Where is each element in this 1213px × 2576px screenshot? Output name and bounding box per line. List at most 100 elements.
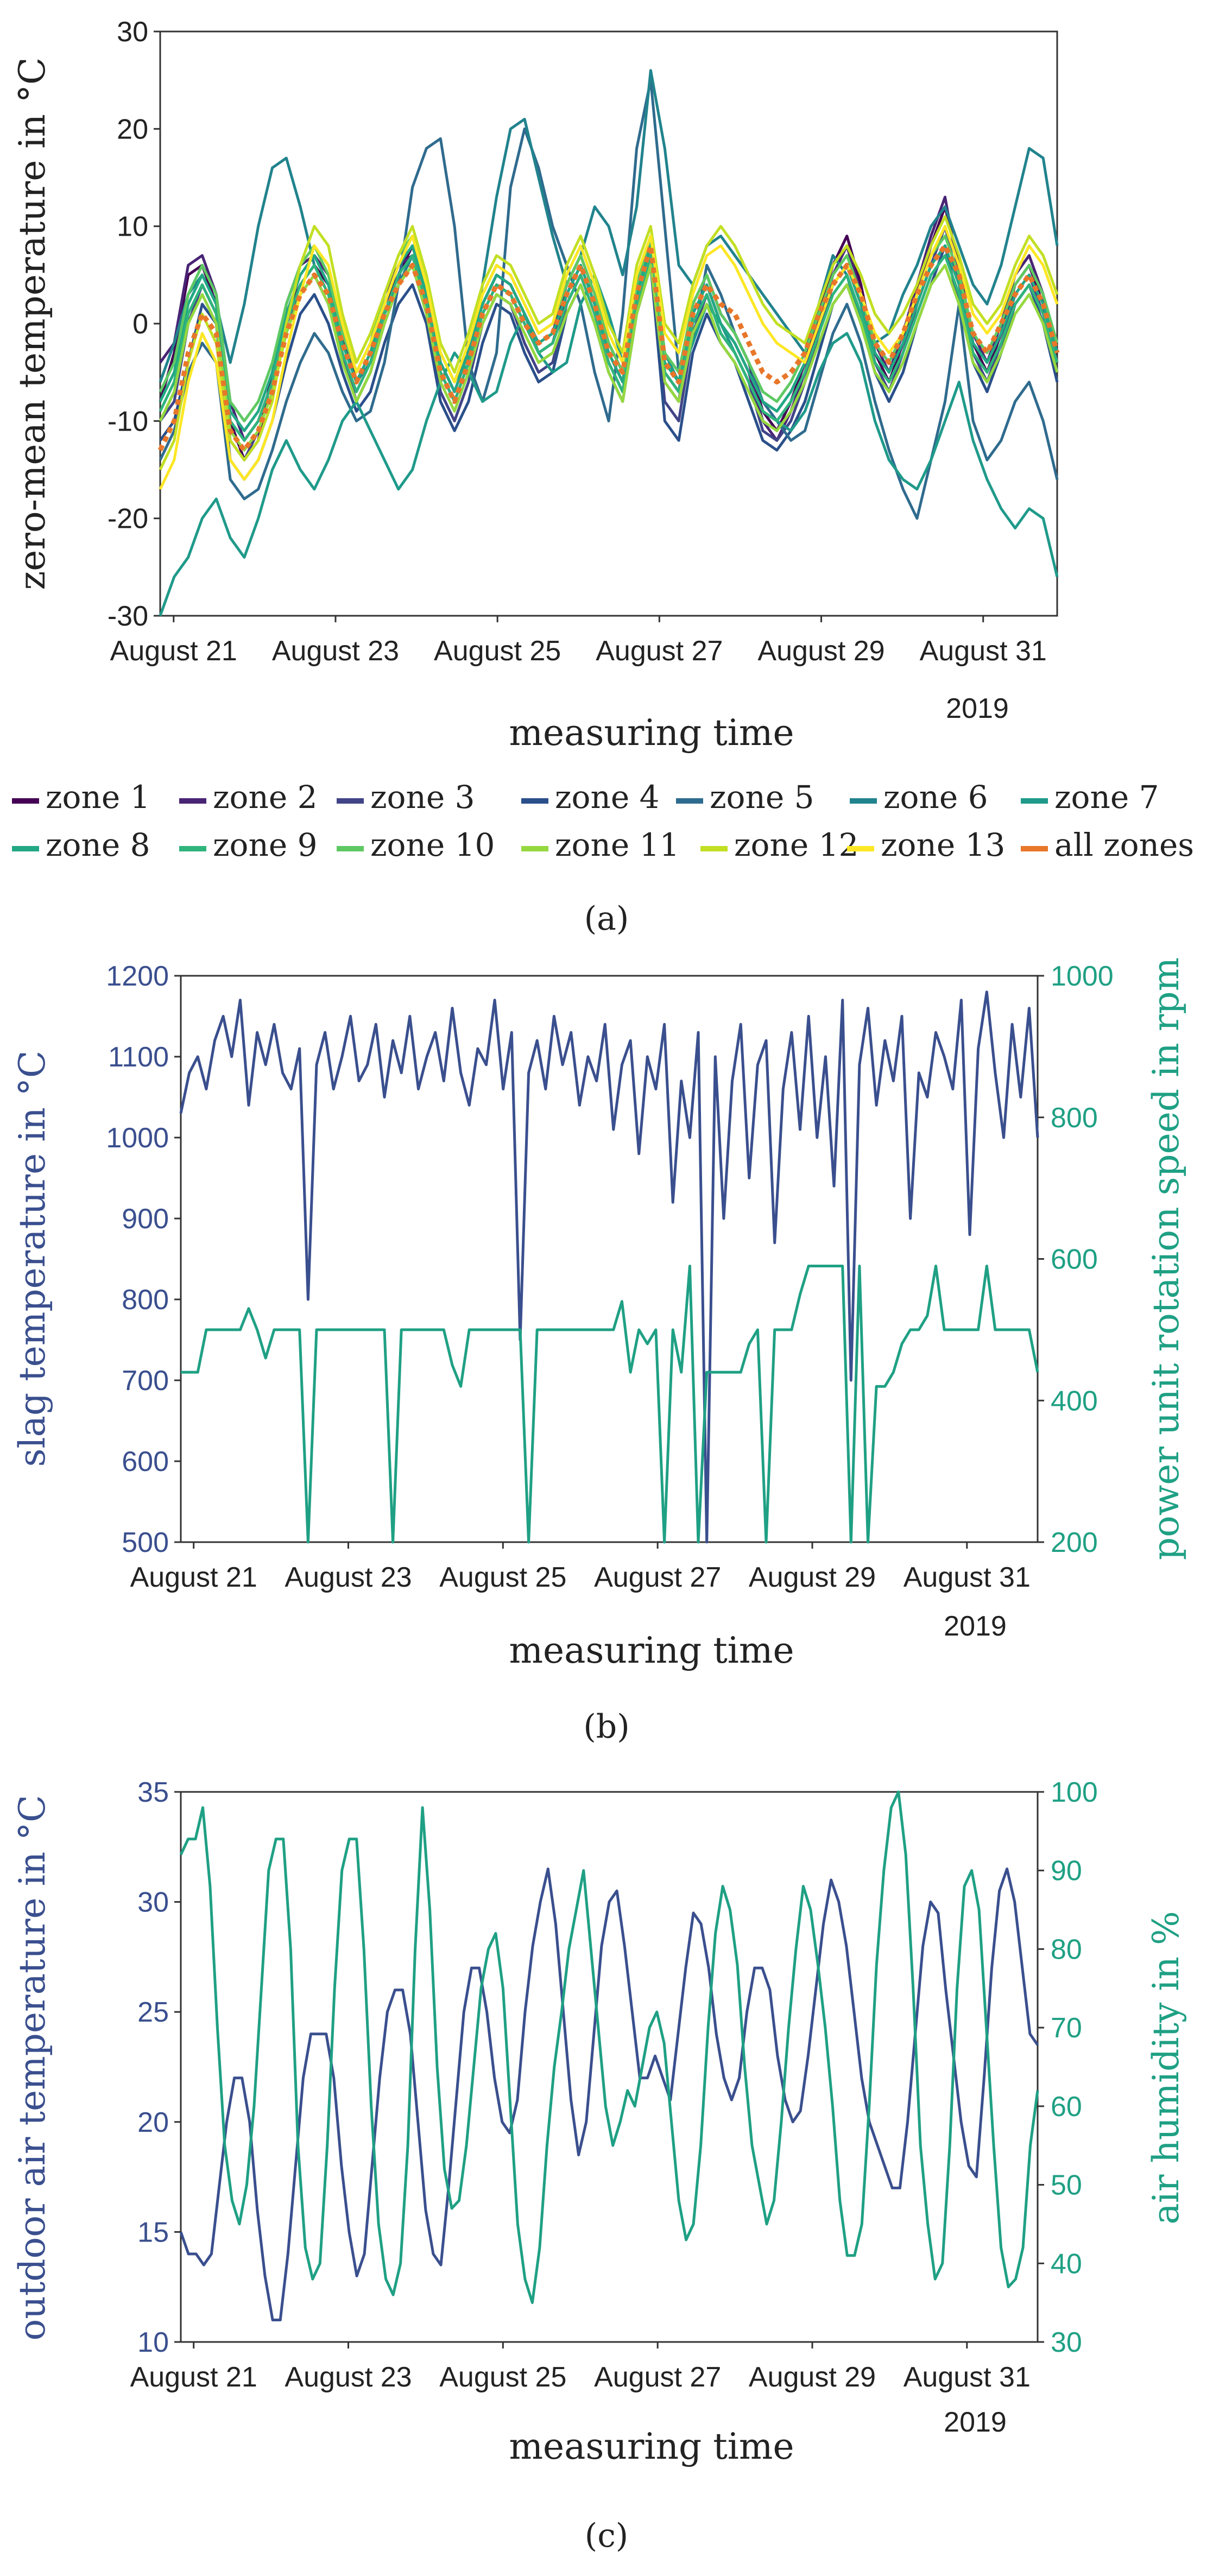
legend-swatch-13 [1021, 846, 1048, 851]
c-series-line-0 [179, 1867, 1039, 2321]
panel-c-x-axis-title: measuring time [509, 2426, 794, 2467]
panel-c: 10 15 20 25 30 35 30 40 50 60 70 80 90 100 August 21… [11, 1777, 1187, 2555]
a-x-tick-label: August 23 [272, 635, 399, 667]
b-y-tick-label: 700 [122, 1365, 169, 1397]
legend-label-10: zone 11 [555, 826, 679, 863]
a-series-line-8 [159, 254, 1059, 442]
b-y-tick-label: 1200 [106, 961, 169, 992]
b-y-tick-label: 500 [122, 1527, 169, 1558]
panel-c-plot-area [180, 1791, 1039, 2343]
a-y-tick-label: 30 [117, 16, 148, 48]
b-x-tick-label: August 31 [904, 1562, 1031, 1593]
panel-b: 500 600 700 800 900 1000 1100 1200 200 400 600 800… [11, 957, 1187, 1746]
legend-label-3: zone 4 [555, 779, 660, 816]
c-y-tick-label: 35 [137, 1777, 169, 1808]
legend-swatch-9 [337, 846, 364, 851]
c-y2-tick-label: 50 [1051, 2170, 1082, 2201]
panel-b-label: (b) [583, 1708, 629, 1746]
legend-label-11: zone 12 [734, 826, 858, 863]
c-y2-tick-label: 70 [1051, 2012, 1082, 2044]
c-x-tick-label: August 27 [594, 2362, 721, 2393]
legend-label-7: zone 8 [46, 826, 150, 863]
legend-label-0: zone 1 [46, 779, 150, 816]
c-y2-tick-label: 80 [1051, 1934, 1082, 1965]
c-y2-tick-label: 40 [1051, 2248, 1082, 2280]
b-x-tick-label: August 29 [749, 1562, 876, 1593]
panel-a-year-label: 2019 [946, 693, 1009, 724]
panel-a-x-axis-title: measuring time [509, 712, 794, 754]
legend-swatch-0 [12, 798, 39, 804]
b-x-tick-label: August 21 [130, 1562, 257, 1593]
c-series-line-1 [179, 1790, 1039, 2304]
panel-c-label: (c) [585, 2517, 628, 2555]
legend-label-1: zone 2 [213, 779, 318, 816]
a-x-tick-label: August 27 [596, 635, 723, 667]
c-y-tick-label: 25 [137, 1997, 169, 2028]
panel-c-y2-axis-title: air humidity in % [1145, 1911, 1187, 2224]
legend-label-13: all zones [1054, 826, 1194, 863]
b-x-tick-label: August 27 [594, 1562, 721, 1593]
panel-b-x-axis-title: measuring time [509, 1630, 794, 1671]
panel-b-y-axis-title: slag temperature in °C [11, 1051, 53, 1467]
panel-b-y2-axis-title: power unit rotation speed in rpm [1145, 957, 1187, 1560]
legend-label-12: zone 13 [881, 826, 1005, 863]
a-x-tick-label: August 25 [434, 635, 561, 667]
panel-a-legend: zone 1 zone 2 zone 3 zone 4 zone 5 zone 6 zone… [12, 779, 1194, 863]
legend-swatch-7 [12, 846, 39, 851]
b-y-tick-label: 600 [122, 1446, 169, 1478]
panel-c-year-label: 2019 [944, 2407, 1007, 2438]
legend-swatch-3 [521, 798, 548, 804]
a-x-tick-label: August 29 [757, 635, 885, 667]
b-y2-tick-label: 600 [1051, 1244, 1098, 1276]
legend-label-4: zone 5 [710, 779, 814, 816]
a-x-tick-label: August 31 [920, 635, 1047, 667]
c-y-tick-label: 30 [137, 1887, 169, 1918]
c-x-tick-label: August 29 [749, 2362, 876, 2393]
a-series-line-5 [159, 69, 1059, 384]
b-y2-tick-label: 200 [1051, 1527, 1098, 1558]
c-x-tick-label: August 21 [130, 2362, 257, 2393]
b-y-tick-label: 1100 [108, 1041, 169, 1073]
panel-c-y-axis-title: outdoor air temperature in °C [11, 1795, 53, 2340]
a-y-tick-label: 10 [117, 211, 148, 243]
b-y-tick-label: 800 [122, 1284, 169, 1316]
b-y2-tick-label: 1000 [1051, 961, 1114, 992]
a-series-line-13 [157, 243, 1060, 453]
panel-b-year-label: 2019 [944, 1611, 1007, 1642]
legend-label-5: zone 6 [883, 779, 988, 816]
c-y2-tick-label: 90 [1051, 1855, 1082, 1887]
c-x-tick-label: August 31 [904, 2362, 1031, 2393]
panel-a-label: (a) [584, 900, 629, 938]
panel-a: -30 -20 -10 0 10 20 30 August 21 August 23 Augus… [11, 16, 1194, 938]
b-series-line-0 [179, 990, 1039, 1544]
a-y-tick-label: 0 [132, 308, 148, 340]
legend-label-2: zone 3 [370, 779, 475, 816]
legend-swatch-2 [337, 798, 364, 804]
legend-swatch-5 [850, 798, 877, 804]
a-series-line-4 [159, 79, 1059, 520]
a-y-tick-label: 20 [117, 113, 148, 145]
legend-swatch-10 [521, 846, 548, 851]
c-x-tick-label: August 25 [439, 2362, 566, 2393]
legend-label-8: zone 9 [213, 826, 318, 863]
b-y2-tick-label: 400 [1051, 1385, 1098, 1417]
b-series-line-1 [181, 1265, 1039, 1544]
legend-swatch-12 [847, 846, 874, 851]
c-y2-tick-label: 60 [1051, 2091, 1082, 2123]
legend-swatch-4 [676, 798, 703, 804]
legend-swatch-11 [700, 846, 728, 851]
c-y-tick-label: 15 [137, 2217, 169, 2248]
b-y-tick-label: 1000 [106, 1122, 169, 1154]
b-x-tick-label: August 23 [285, 1562, 412, 1593]
c-y-tick-label: 10 [137, 2327, 169, 2358]
c-y-tick-label: 20 [137, 2107, 169, 2138]
legend-label-9: zone 10 [370, 826, 495, 863]
a-x-tick-label: August 21 [110, 635, 237, 667]
a-series-line-11 [159, 215, 1059, 471]
c-y2-tick-label: 30 [1051, 2327, 1082, 2358]
legend-swatch-1 [179, 798, 206, 804]
a-y-tick-label: -30 [108, 601, 148, 632]
c-y2-tick-label: 100 [1051, 1777, 1098, 1808]
legend-swatch-6 [1021, 798, 1048, 804]
a-y-tick-label: -10 [108, 406, 148, 437]
